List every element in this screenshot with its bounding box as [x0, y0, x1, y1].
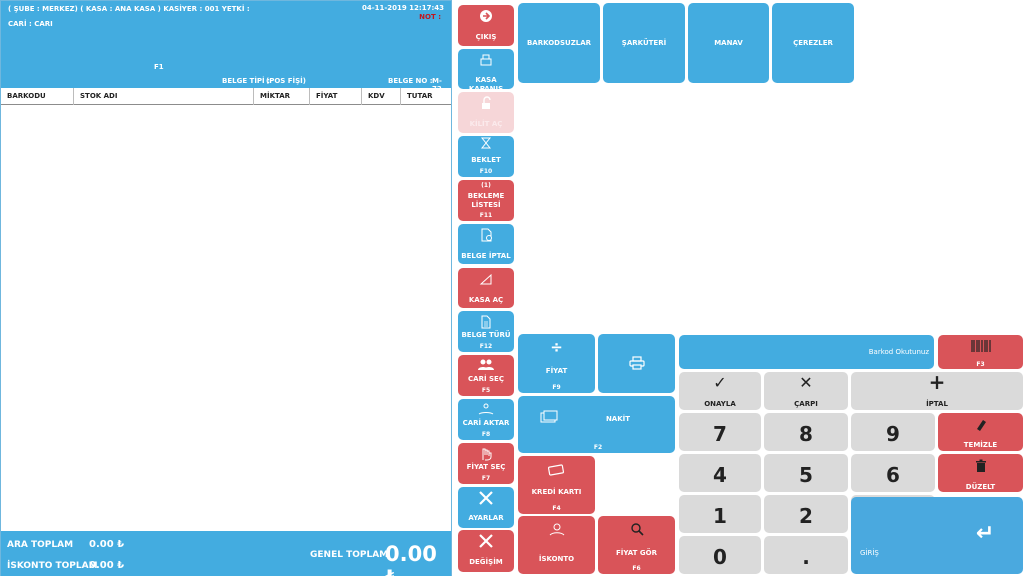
- settings-button[interactable]: AYARLAR: [458, 487, 514, 528]
- digit-2-button[interactable]: 2: [764, 495, 848, 533]
- enter-arrow-icon: ↵: [975, 521, 995, 546]
- unlock-button[interactable]: KİLİT AÇ: [458, 92, 514, 133]
- credit-card-button[interactable]: KREDİ KARTI F4: [518, 456, 595, 514]
- column-header[interactable]: BARKODU: [1, 88, 74, 105]
- cash-register-icon: [458, 53, 514, 71]
- digit-8-button[interactable]: 8: [764, 413, 848, 451]
- grand-total-label: GENEL TOPLAM: [310, 550, 389, 560]
- cash-payment-button[interactable]: NAKİT F2: [518, 396, 675, 453]
- cancel-document-button[interactable]: BELGE İPTAL: [458, 224, 514, 264]
- discount-icon: [518, 522, 595, 542]
- multiply-button[interactable]: ✕ ÇARPI: [764, 372, 848, 410]
- cash-icon: [540, 410, 558, 428]
- column-header[interactable]: TUTAR: [407, 92, 433, 100]
- price-check-button[interactable]: FİYAT GÖR F6: [598, 516, 675, 574]
- category-barkodsuzlar[interactable]: BARKODSUZLAR: [518, 3, 600, 83]
- tools-icon: [458, 490, 514, 508]
- category-cerezler[interactable]: ÇEREZLER: [772, 3, 854, 83]
- users-icon: [458, 359, 514, 375]
- search-icon: [598, 522, 675, 540]
- digit-6-button[interactable]: 6: [851, 454, 935, 492]
- digit-1-button[interactable]: 1: [679, 495, 761, 533]
- discount-total-value: 0.00 ₺: [89, 560, 125, 571]
- card-icon: [518, 462, 595, 480]
- cash-close-button[interactable]: KASA KAPANIŞ: [458, 49, 514, 89]
- clear-button[interactable]: TEMİZLE: [938, 413, 1023, 451]
- select-customer-button[interactable]: CARİ SEÇ F5: [458, 355, 514, 396]
- print-button[interactable]: [598, 334, 675, 393]
- exit-icon: [458, 9, 514, 27]
- document-cancel-icon: [458, 228, 514, 246]
- trash-icon: [938, 459, 1023, 477]
- document-type-label: BELGE TİPİ :: [222, 77, 270, 85]
- discount-button[interactable]: İSKONTO: [518, 516, 595, 574]
- decimal-point-button[interactable]: .: [764, 536, 848, 574]
- document-type-button[interactable]: BELGE TÜRÜ F12: [458, 311, 514, 352]
- category-sarkuteri[interactable]: ŞARKÜTERİ: [603, 3, 685, 83]
- printer-icon: [598, 356, 675, 374]
- totals-footer: ARA TOPLAM 0.00 ₺ İSKONTO TOPLAM 0.00 ₺ …: [1, 531, 451, 576]
- divide-icon: ÷: [550, 338, 563, 356]
- hand-icon: [458, 447, 514, 465]
- items-table-header: BARKODU STOK ADI MİKTAR FİYAT KDV TUTAR: [1, 88, 451, 105]
- barcode-scan-button[interactable]: F3: [938, 335, 1023, 369]
- hold-button[interactable]: BEKLET F10: [458, 136, 514, 177]
- transfer-icon: [458, 403, 514, 421]
- confirm-button[interactable]: ✓ ONAYLA: [679, 372, 761, 410]
- note-label: NOT :: [419, 13, 441, 21]
- document-icon: [458, 315, 514, 333]
- enter-button[interactable]: GİRİŞ ↵: [851, 497, 1023, 574]
- digit-5-button[interactable]: 5: [764, 454, 848, 492]
- discount-total-label: İSKONTO TOPLAM: [7, 561, 98, 571]
- receipt-panel: ( ŞUBE : MERKEZ) ( KASA : ANA KASA ) KAS…: [0, 0, 452, 576]
- subtotal-value: 0.00 ₺: [89, 539, 125, 550]
- exit-button[interactable]: ÇIKIŞ: [458, 5, 514, 46]
- document-no-label: BELGE NO :: [388, 77, 433, 85]
- barcode-input[interactable]: Barkod Okutunuz: [679, 335, 934, 369]
- drawer-icon: [458, 272, 514, 290]
- exchange-button[interactable]: DEĞİŞİM: [458, 530, 514, 572]
- column-header[interactable]: STOK ADI: [74, 88, 254, 105]
- open-drawer-button[interactable]: KASA AÇ: [458, 268, 514, 308]
- transfer-customer-button[interactable]: CARİ AKTAR F8: [458, 399, 514, 440]
- digit-9-button[interactable]: 9: [851, 413, 935, 451]
- barcode-icon: [938, 338, 1023, 358]
- plus-icon: +: [928, 372, 946, 394]
- subtotal-label: ARA TOPLAM: [7, 540, 74, 550]
- select-price-button[interactable]: FİYAT SEÇ F7: [458, 443, 514, 484]
- receipt-header: ( ŞUBE : MERKEZ) ( KASA : ANA KASA ) KAS…: [1, 1, 451, 93]
- datetime: 04-11-2019 12:17:43: [361, 4, 444, 12]
- backspace-button[interactable]: DÜZELT: [938, 454, 1023, 492]
- column-header[interactable]: FİYAT: [310, 88, 362, 105]
- column-header[interactable]: MİKTAR: [254, 88, 310, 105]
- grand-total-value: 0.00 ₺: [385, 542, 437, 576]
- check-icon: ✓: [713, 373, 727, 392]
- times-icon: ✕: [799, 373, 813, 392]
- digit-7-button[interactable]: 7: [679, 413, 761, 451]
- digit-4-button[interactable]: 4: [679, 454, 761, 492]
- tools-icon: [458, 533, 514, 551]
- hold-list-button[interactable]: (1) BEKLEME LİSTESİ F11: [458, 180, 514, 221]
- cancel-line-button[interactable]: + İPTAL: [851, 372, 1023, 410]
- f1-hint: F1: [154, 63, 164, 71]
- category-manav[interactable]: MANAV: [688, 3, 769, 83]
- column-header[interactable]: KDV: [362, 88, 401, 105]
- session-info: ( ŞUBE : MERKEZ) ( KASA : ANA KASA ) KAS…: [8, 5, 250, 13]
- eraser-icon: [938, 418, 1023, 436]
- document-type-value: (POS FİŞİ): [266, 77, 306, 85]
- hourglass-icon: [458, 137, 514, 153]
- price-button[interactable]: ÷ FİYAT F9: [518, 334, 595, 393]
- unlock-icon: [458, 96, 514, 114]
- digit-0-button[interactable]: 0: [679, 536, 761, 574]
- customer-label[interactable]: CARİ : CARI: [8, 20, 53, 28]
